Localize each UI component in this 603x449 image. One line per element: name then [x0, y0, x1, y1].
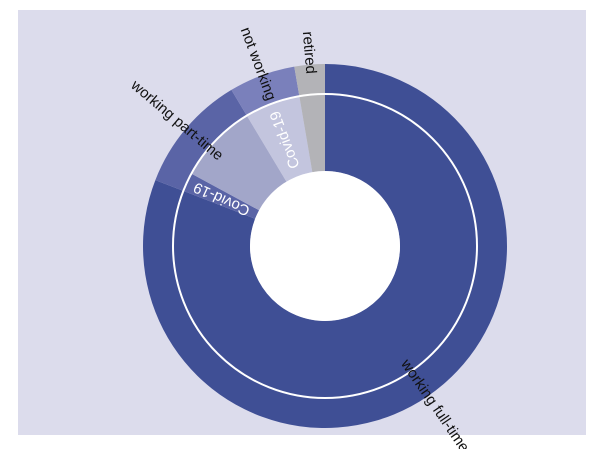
- inner-slice-4: [299, 94, 325, 173]
- ring-divider: [172, 93, 478, 399]
- inner-slice-1: [183, 173, 260, 219]
- inner-slice-0: [173, 94, 478, 399]
- outer-slice-3: [294, 64, 325, 97]
- outer-slice-2: [231, 66, 300, 116]
- outer-slice-1: [155, 89, 247, 191]
- outer-label-3: retired: [299, 31, 320, 75]
- outer-ring: [143, 64, 508, 428]
- center-hole: [250, 171, 400, 321]
- inner-slice-2: [191, 115, 287, 211]
- inner-ring: [173, 94, 478, 399]
- inner-slice-3: [246, 96, 313, 182]
